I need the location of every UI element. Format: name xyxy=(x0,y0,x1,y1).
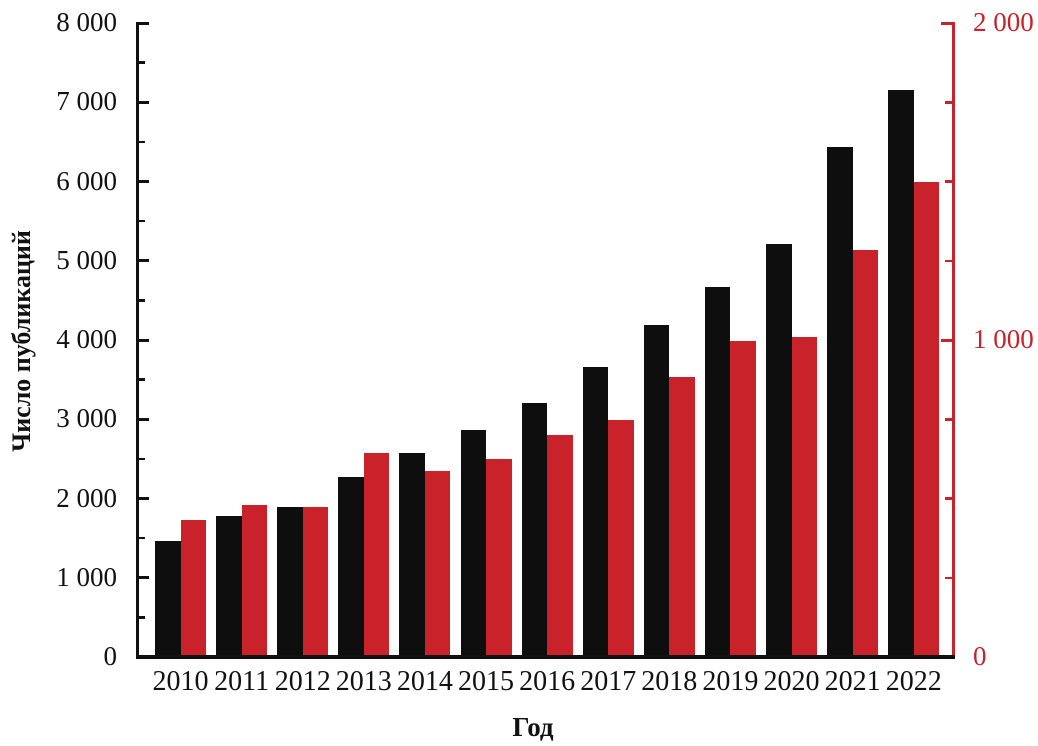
tick-label-left-3000: 3 000 xyxy=(56,403,117,434)
tick-right-500 xyxy=(945,497,953,500)
bar-black-2012 xyxy=(277,507,303,657)
tick-left-6000 xyxy=(137,180,149,183)
bar-red-2018 xyxy=(669,376,695,657)
bar-black-2019 xyxy=(704,287,731,657)
bar-black-2013 xyxy=(338,477,364,657)
tick-label-left-0: 0 xyxy=(103,641,118,671)
tick-left-3000 xyxy=(137,417,149,421)
year-label-2014: 2014 xyxy=(396,666,453,697)
bar-red-2014 xyxy=(424,471,451,657)
tick-label-left-1000: 1 000 xyxy=(56,561,117,592)
tick-left-7000 xyxy=(137,100,149,104)
year-label-2011: 2011 xyxy=(214,666,270,697)
tick-left-4500 xyxy=(137,299,145,302)
bar-black-2010 xyxy=(155,540,181,657)
tick-right-750 xyxy=(945,418,953,421)
bar-black-2021 xyxy=(827,147,853,657)
year-label-2019: 2019 xyxy=(702,666,759,697)
tick-label-left-4000: 4 000 xyxy=(56,324,117,354)
axis-line-right xyxy=(951,21,955,659)
year-label-2018: 2018 xyxy=(641,666,698,697)
bar-red-2015 xyxy=(486,458,512,657)
tick-label-left-5000: 5 000 xyxy=(56,244,117,275)
tick-right-2000 xyxy=(941,21,953,25)
tick-left-6500 xyxy=(137,140,145,144)
bar-red-2017 xyxy=(608,419,634,657)
tick-right-1750 xyxy=(945,101,953,104)
year-label-2020: 2020 xyxy=(763,666,820,697)
bar-black-2017 xyxy=(582,366,609,657)
tick-left-3500 xyxy=(137,378,145,381)
year-label-2015: 2015 xyxy=(458,666,514,697)
tick-left-1500 xyxy=(137,536,145,540)
tick-label-left-6000: 6 000 xyxy=(56,165,117,196)
tick-left-2000 xyxy=(137,497,149,500)
bar-black-2014 xyxy=(399,453,425,657)
tick-right-1000 xyxy=(941,338,953,342)
axis-line-bottom xyxy=(135,655,955,659)
year-label-2021: 2021 xyxy=(824,666,881,697)
bar-red-2022 xyxy=(913,181,940,657)
tick-left-7500 xyxy=(137,61,145,64)
tick-left-2500 xyxy=(137,457,145,461)
tick-right-1500 xyxy=(945,180,953,183)
year-label-2022: 2022 xyxy=(885,666,942,697)
bar-black-2022 xyxy=(888,89,914,657)
bar-black-2015 xyxy=(460,430,486,657)
tick-left-8000 xyxy=(137,21,149,25)
year-label-2016: 2016 xyxy=(519,666,576,697)
tick-left-1000 xyxy=(137,576,149,580)
tick-left-5500 xyxy=(137,219,145,223)
tick-right-250 xyxy=(945,576,953,579)
year-label-2010: 2010 xyxy=(152,666,209,697)
tick-label-left-2000: 2 000 xyxy=(56,482,117,513)
axis-line-left xyxy=(135,21,139,659)
tick-label-left-8000: 8 000 xyxy=(56,7,117,37)
bar-red-2010 xyxy=(180,520,206,657)
bar-black-2020 xyxy=(766,243,792,657)
bar-red-2013 xyxy=(363,452,390,657)
bar-black-2018 xyxy=(643,324,670,657)
year-label-2012: 2012 xyxy=(274,666,331,697)
year-label-2017: 2017 xyxy=(580,666,637,697)
tick-label-right-0: 0 xyxy=(973,641,987,671)
bar-red-2021 xyxy=(852,249,879,657)
tick-label-left-7000: 7 000 xyxy=(56,86,117,117)
bar-red-2020 xyxy=(791,336,817,657)
bar-red-2012 xyxy=(302,507,329,657)
bar-black-2011 xyxy=(216,516,242,657)
bar-red-2016 xyxy=(547,435,573,657)
tick-label-right-2000: 2 000 xyxy=(973,7,1034,37)
bar-red-2019 xyxy=(730,340,756,657)
tick-left-500 xyxy=(137,616,145,619)
x-axis-title: Год xyxy=(512,712,554,742)
year-label-2013: 2013 xyxy=(335,666,392,697)
tick-left-4000 xyxy=(137,338,149,342)
tick-left-5000 xyxy=(137,259,149,263)
tick-right-1250 xyxy=(945,259,953,262)
tick-label-right-1000: 1 000 xyxy=(973,324,1034,354)
bar-black-2016 xyxy=(521,402,548,657)
bar-red-2011 xyxy=(241,504,268,657)
